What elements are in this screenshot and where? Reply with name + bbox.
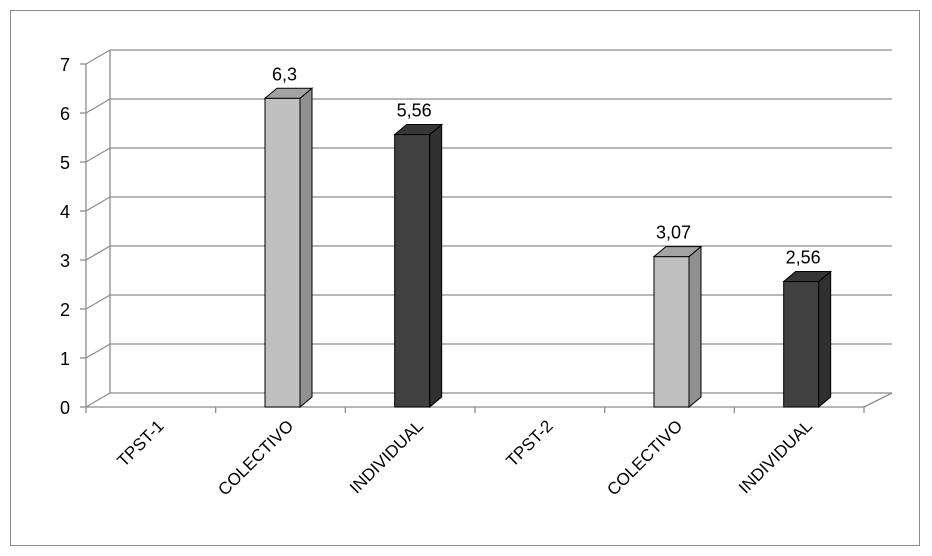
bar bbox=[393, 123, 444, 409]
y-tick-label: 4 bbox=[60, 202, 70, 222]
bar-front bbox=[264, 97, 301, 408]
x-category-label: TPST-2 bbox=[502, 416, 556, 470]
bar-side bbox=[818, 270, 832, 409]
y-tick-label: 0 bbox=[60, 398, 70, 418]
data-label: 6,3 bbox=[272, 64, 297, 84]
gridline-depth bbox=[85, 245, 111, 261]
x-category-label: COLECTIVO bbox=[214, 416, 297, 499]
gridline-depth bbox=[85, 343, 111, 359]
bar-top bbox=[393, 124, 444, 136]
bar-chart: 0 1 2 3 4 5 6 7 TPST-1 COLECTIVO INDIVIDUAL TPST-2 C… bbox=[60, 49, 893, 499]
x-category-label: TPST-1 bbox=[113, 416, 167, 470]
floor-edge bbox=[863, 392, 893, 408]
axes bbox=[80, 50, 893, 413]
bars bbox=[263, 87, 833, 409]
bar bbox=[652, 245, 703, 409]
bar-front bbox=[653, 256, 690, 408]
bar-side bbox=[429, 123, 443, 409]
x-category-label: INDIVIDUAL bbox=[346, 416, 427, 497]
bar-top bbox=[652, 246, 703, 258]
bar bbox=[782, 270, 833, 409]
gridline-depth bbox=[85, 49, 111, 65]
x-category-label: COLECTIVO bbox=[603, 416, 686, 499]
x-category-label: INDIVIDUAL bbox=[735, 416, 816, 497]
y-tick-label: 6 bbox=[60, 104, 70, 124]
y-tick-label: 1 bbox=[60, 349, 70, 369]
y-tick-label: 7 bbox=[60, 55, 70, 75]
bar-top bbox=[782, 271, 833, 283]
data-label: 3,07 bbox=[656, 223, 691, 243]
gridlines bbox=[85, 49, 892, 408]
gridline-depth bbox=[85, 392, 111, 408]
data-label: 5,56 bbox=[397, 101, 432, 121]
data-label: 2,56 bbox=[786, 248, 821, 268]
bar-side bbox=[688, 245, 702, 409]
y-tick-label: 3 bbox=[60, 251, 70, 271]
gridline-depth bbox=[85, 147, 111, 163]
bar-top bbox=[263, 87, 314, 99]
gridline-depth bbox=[85, 294, 111, 310]
gridline-depth bbox=[85, 196, 111, 212]
bar-side bbox=[299, 87, 313, 409]
bar bbox=[263, 87, 314, 409]
y-tick-label: 5 bbox=[60, 153, 70, 173]
bar-front bbox=[394, 134, 431, 408]
gridline-depth bbox=[85, 98, 111, 114]
y-tick-label: 2 bbox=[60, 300, 70, 320]
chart-frame: 0 1 2 3 4 5 6 7 TPST-1 COLECTIVO INDIVIDUAL TPST-2 C… bbox=[10, 10, 920, 546]
bar-front bbox=[783, 281, 820, 408]
